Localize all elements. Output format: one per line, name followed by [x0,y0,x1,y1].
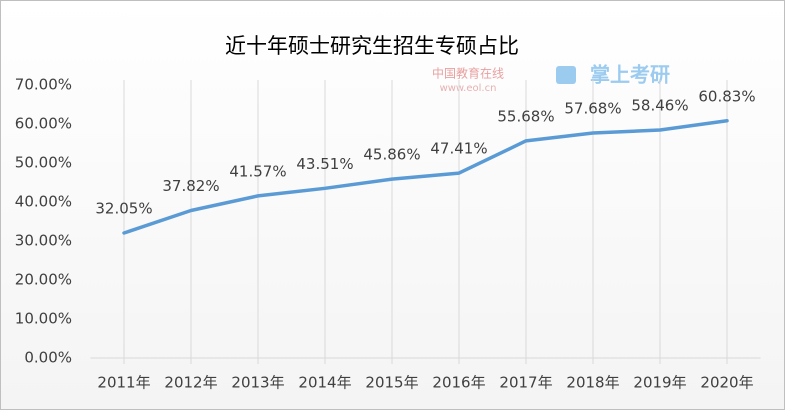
data-label: 47.41% [430,140,487,158]
data-label: 60.83% [698,87,755,105]
watermark: 中国教育在线 [432,66,504,81]
data-label: 32.05% [95,200,152,218]
data-label: 43.51% [296,155,353,173]
data-label: 57.68% [564,100,621,118]
watermark: www.eol.cn [440,83,497,94]
watermark-icon [556,66,576,84]
chart-title: 近十年硕士研究生招生专硕占比 [225,34,519,58]
watermark: 掌上考研 [590,63,670,87]
x-tick-label: 2017年 [499,374,552,392]
data-label: 58.46% [631,97,688,115]
x-tick-label: 2020年 [700,374,753,392]
x-tick-label: 2012年 [164,374,217,392]
data-label: 41.57% [229,162,286,180]
y-tick-label: 10.00% [15,310,72,328]
x-tick-label: 2019年 [633,374,686,392]
y-tick-label: 20.00% [15,271,72,289]
y-tick-label: 0.00% [24,349,72,367]
y-tick-label: 50.00% [15,154,72,172]
data-label: 37.82% [162,177,219,195]
x-tick-label: 2015年 [365,374,418,392]
y-tick-label: 70.00% [15,76,72,94]
x-tick-label: 2018年 [566,374,619,392]
y-tick-label: 40.00% [15,193,72,211]
x-tick-label: 2011年 [97,374,150,392]
x-tick-label: 2014年 [298,374,351,392]
line [122,119,729,235]
x-tick-label: 2016年 [432,374,485,392]
y-tick-label: 60.00% [15,115,72,133]
data-label: 55.68% [497,107,554,125]
x-tick-label: 2013年 [231,374,284,392]
data-label: 45.86% [363,146,420,164]
y-tick-label: 30.00% [15,232,72,250]
